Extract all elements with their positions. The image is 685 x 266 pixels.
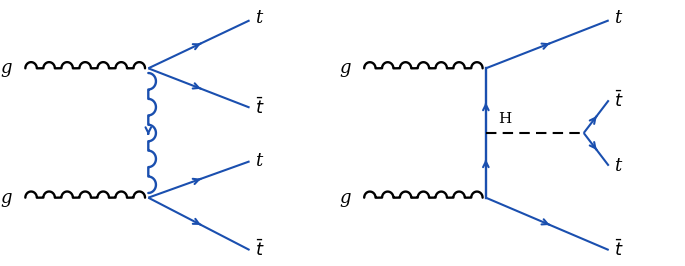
Text: $\bar{t}$: $\bar{t}$ (614, 240, 624, 260)
Text: $\bar{t}$: $\bar{t}$ (255, 97, 264, 118)
Text: t: t (255, 152, 262, 170)
Text: t: t (255, 9, 262, 27)
Text: $\bar{t}$: $\bar{t}$ (614, 90, 624, 111)
Text: g: g (339, 59, 351, 77)
Text: g: g (1, 59, 12, 77)
Text: t: t (614, 9, 621, 27)
Text: H: H (498, 112, 511, 126)
Text: g: g (339, 189, 351, 207)
Text: g: g (1, 189, 12, 207)
Text: t: t (614, 157, 621, 175)
Text: $\bar{t}$: $\bar{t}$ (255, 240, 264, 260)
